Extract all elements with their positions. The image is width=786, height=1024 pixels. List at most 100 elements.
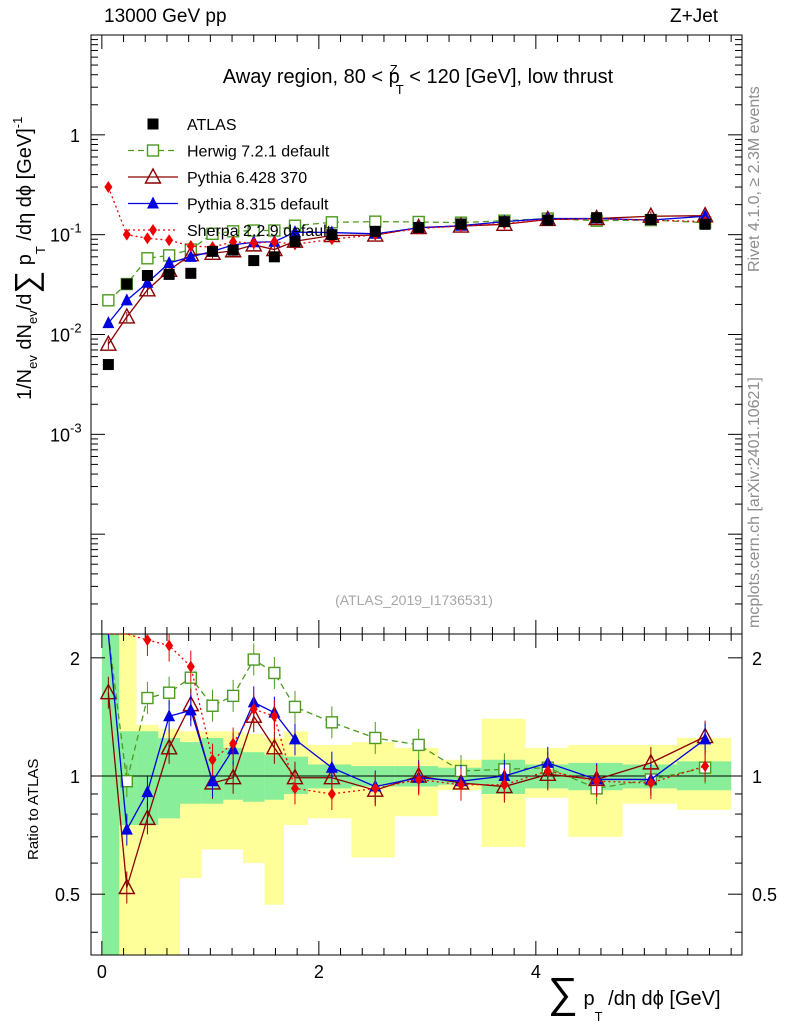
main-point-atlas [699,218,711,230]
main-point-atlas [248,255,260,267]
ratio-xtick-label: 4 [531,962,541,982]
ratio-point-sherpa-2-2-9-default [270,710,279,723]
watermark: (ATLAS_2019_I1736531) [335,592,493,608]
uncertainty-bands [101,634,732,955]
main-point-pythia-6-428-370 [99,334,118,351]
main-y-axis-label: 1/Nev dNev/d∑ pT /dη dϕ [GeV]-1 [8,117,48,400]
ratio-point-pythia-6-428-370 [138,808,157,826]
ratio-point-pythia-6-428-370 [99,683,118,700]
ratio-point-sherpa-2-2-9-default [456,778,465,791]
title-pre: Away region, 80 < p [223,66,400,88]
ratio-point-herwig-7-2-1-default [325,716,339,729]
legend: ATLAS Herwig 7.2.1 default Pythia 6.428 37… [128,117,332,240]
main-point-atlas [141,269,153,281]
title-post: < 120 [GeV], low thrust [404,66,614,88]
ratio-point-sherpa-2-2-9-default [290,782,299,795]
ratio-point-sherpa-2-2-9-default [701,760,710,773]
main-point-sherpa-2-2-9-default [186,239,195,252]
ratio-point-pythia-8-315-default [184,703,197,716]
main-point-herwig-7-2-1-default [206,227,219,241]
main-point-atlas [542,214,554,226]
main-point-atlas [413,221,425,233]
ratio-point-herwig-7-2-1-default [268,666,281,680]
legend-marker-atlas [147,118,159,130]
axis-ticks: 1 10-1 10-2 10-3 0 2 4 0.5 0.5 1 1 2 2 [50,34,777,982]
legend-label-atlas: ATLAS [187,117,237,134]
ratio-point-sherpa-2-2-9-default [414,773,423,786]
main-ytick-label: 10-2 [50,321,82,346]
ratio-point-sherpa-2-2-9-default [327,787,336,800]
ratio-point-pythia-6-428-370 [118,878,136,895]
ratio-point-herwig-7-2-1-default [120,775,134,788]
ratio-point-herwig-7-2-1-default [412,738,425,752]
ratio-point-pythia-6-428-370 [265,738,284,755]
energy-label: 13000 GeV pp [104,6,227,27]
main-plot-title: Away region, 80 < pZ T < 120 [GeV], low t… [223,62,614,97]
ratio-point-sherpa-2-2-9-default [500,778,509,791]
ratio-point-herwig-7-2-1-default [226,689,240,703]
main-point-atlas [498,216,510,228]
ratio-xtick-label: 2 [314,962,324,982]
main-point-atlas [163,268,175,280]
ratio-y-axis-label: Ratio to ATLAS [25,759,42,860]
main-point-atlas [326,229,338,241]
ratio-point-sherpa-2-2-9-default [371,782,380,795]
legend-label-pythia-8-315-default: Pythia 8.315 default [187,197,329,214]
ratio-point-herwig-7-2-1-default [288,700,302,714]
main-ytick-label: 10-1 [50,221,82,246]
ratio-point-pythia-6-428-370 [224,768,242,785]
main-point-atlas [289,236,301,248]
main-point-atlas [227,244,239,256]
main-point-pythia-6-428-370 [138,280,157,297]
legend-label-pythia-6-428-370: Pythia 6.428 370 [187,170,307,187]
main-point-pythia-8-315-default [163,256,176,269]
main-point-atlas [645,213,657,225]
main-point-herwig-7-2-1-default [141,252,154,265]
legend-label-herwig-7-2-1-default: Herwig 7.2.1 default [187,144,330,161]
main-point-pythia-8-315-default [102,316,115,329]
band-inner-9 [284,756,308,794]
ratio-point-sherpa-2-2-9-default [543,764,552,777]
legend-marker-pythia-8-315-default [147,196,159,209]
main-point-pythia-8-315-default [184,249,197,262]
ratio-point-sherpa-2-2-9-default [249,703,258,716]
ratio-series [99,633,714,904]
ratio-point-pythia-8-315-default [325,760,338,773]
ratio-point-sherpa-2-2-9-default [592,775,601,788]
title-sup: Z [390,62,398,77]
band-inner-0 [101,634,120,955]
band-inner-3 [158,737,180,819]
ratio-ytick-label-right: 1 [752,767,762,787]
band-inner-7 [242,752,265,802]
main-point-sherpa-2-2-9-default [104,181,113,194]
ratio-point-pythia-8-315-default [163,709,176,722]
main-ytick-label: 1 [70,126,80,146]
main-point-pythia-8-315-default [699,209,712,222]
main-point-atlas [591,212,603,224]
ratio-point-herwig-7-2-1-default [206,699,219,712]
ratio-point-sherpa-2-2-9-default [646,776,655,789]
main-point-herwig-7-2-1-default [102,294,115,307]
main-point-sherpa-2-2-9-default [143,232,152,245]
band-outer-11 [351,742,395,858]
legend-marker-herwig-7-2-1-default [146,144,160,157]
main-ytick-label: 10-3 [50,420,82,445]
main-point-atlas [268,251,280,263]
ratio-point-herwig-7-2-1-default [247,653,260,666]
ratio-ytick-label: 0.5 [55,885,80,905]
main-point-pythia-8-315-default [288,225,301,238]
ratio-point-sherpa-2-2-9-default [208,753,217,766]
ratio-point-pythia-8-315-default [141,785,154,798]
main-point-sherpa-2-2-9-default [249,237,258,250]
band-inner-8 [264,755,285,800]
main-point-atlas [102,359,114,371]
ratio-ytick-label: 2 [70,649,80,669]
ratio-ytick-label: 1 [70,767,80,787]
main-point-pythia-6-428-370 [118,307,136,324]
x-axis-label: ∑ pT /dη dϕ [GeV] [548,969,721,1024]
main-series [99,181,714,371]
main-point-atlas [207,245,219,257]
legend-marker-sherpa-2-2-9-default [149,224,157,236]
ratio-frame [90,633,743,956]
main-point-atlas [121,278,133,290]
